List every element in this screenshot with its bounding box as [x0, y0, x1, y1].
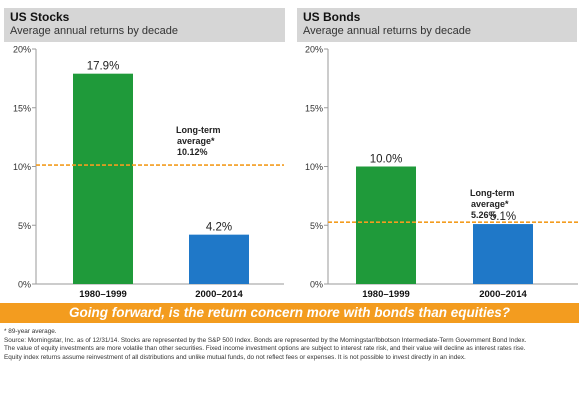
bonds-chart-subtitle: Average annual returns by decade: [303, 25, 471, 37]
stocks-y-tick-label: 15%: [13, 103, 31, 113]
stocks-bar-value-label: 4.2%: [206, 222, 232, 234]
stocks-bar-value-label: 17.9%: [87, 61, 120, 73]
stocks-chart-title: US Stocks: [10, 10, 70, 24]
bonds-x-tick-label: 1980–1999: [362, 289, 410, 300]
bonds-bar: [356, 166, 416, 284]
footnote-average: * 89-year average.: [4, 328, 57, 335]
footnote-index: Equity index returns assume reinvestment…: [4, 353, 466, 361]
stocks-bar: [189, 234, 249, 284]
bonds-bar-value-label: 5.1%: [490, 211, 516, 223]
bonds-x-tick-label: 2000–2014: [479, 289, 527, 300]
bonds-panel-header: US Bonds Average annual returns by decad…: [297, 8, 577, 42]
stocks-x-tick-label: 1980–1999: [79, 289, 127, 300]
footnotes: * 89-year average. Source: Morningstar, …: [4, 328, 576, 362]
stocks-x-tick-label: 2000–2014: [195, 289, 243, 300]
bonds-y-tick-label: 5%: [310, 221, 323, 231]
bonds-y-tick-label: 10%: [305, 162, 323, 172]
charts-svg: 0% 5% 10% 15% 20% 17.9% 1980–1999 4.2% 2000–2014…: [13, 45, 578, 300]
stocks-y-tick-label: 0%: [18, 280, 31, 290]
bonds-y-tick-label: 20%: [305, 45, 323, 55]
stocks-long-term-average-label: 10.12%: [177, 147, 208, 157]
stocks-y-tick-label: 20%: [13, 45, 31, 55]
bonds-y-tick-label: 15%: [305, 103, 323, 113]
bonds-y-tick-label: 0%: [310, 280, 323, 290]
bonds-long-term-average-label: average*: [471, 199, 509, 209]
stocks-bar: [73, 73, 133, 284]
bonds-bar-value-label: 10.0%: [370, 154, 403, 166]
stocks-y-tick-label: 5%: [18, 221, 31, 231]
stocks-long-term-average-label: Long-term: [176, 125, 221, 135]
bonds-long-term-average-label: 5.26%: [471, 210, 497, 220]
bonds-panel: US Bonds Average annual returns by decad…: [297, 8, 577, 42]
footnote-volatility: The value of equity investments are more…: [4, 345, 526, 353]
stocks-y-tick-label: 10%: [13, 162, 31, 172]
stocks-long-term-average-label: average*: [177, 136, 215, 146]
bonds-bar: [473, 224, 533, 284]
stocks-panel-header: US Stocks Average annual returns by deca…: [4, 8, 285, 42]
footnote-source: Source: Morningstar, Inc. as of 12/31/14…: [4, 336, 527, 344]
stocks-chart-subtitle: Average annual returns by decade: [10, 25, 178, 37]
question-banner: Going forward, is the return concern mor…: [0, 303, 579, 323]
stocks-panel: US Stocks Average annual returns by deca…: [4, 8, 285, 42]
bonds-long-term-average-label: Long-term: [470, 188, 515, 198]
bonds-chart-title: US Bonds: [303, 10, 361, 24]
